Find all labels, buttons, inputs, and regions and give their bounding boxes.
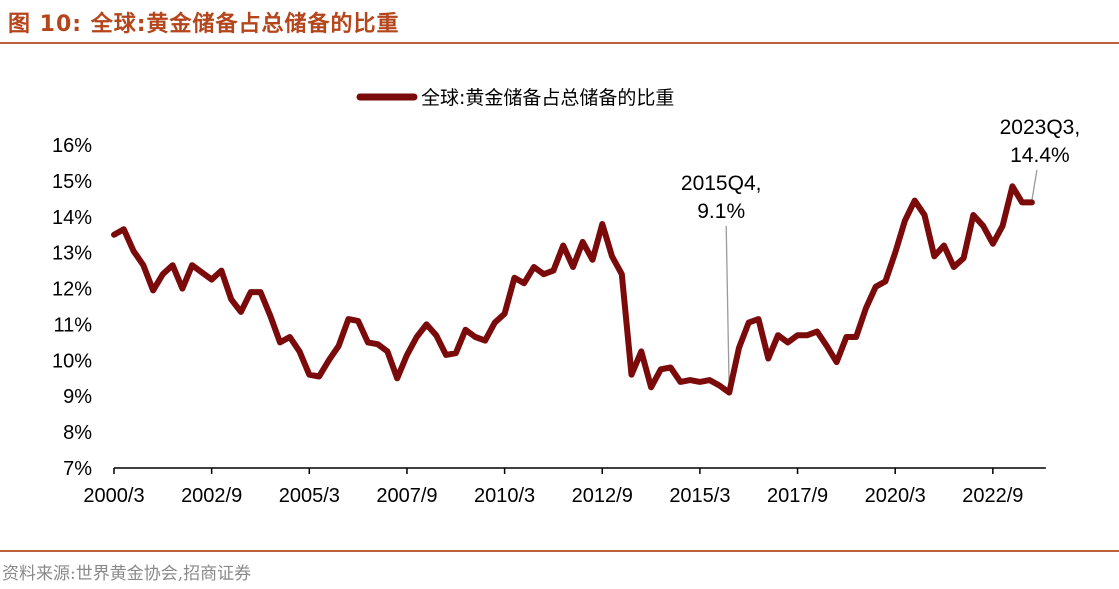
- annotation-leader-line: [1031, 169, 1038, 201]
- annotation-label: 2015Q4,: [681, 172, 762, 195]
- chart-annotations: 2015Q4, 9.1% 2023Q3, 14.4%: [681, 116, 1080, 391]
- x-tick-label: 2012/9: [572, 485, 633, 507]
- y-tick-label: 8%: [63, 422, 92, 444]
- legend-label: 全球:黄金储备占总储备的比重: [421, 87, 674, 109]
- annotation-label: 2023Q3,: [1000, 116, 1081, 139]
- y-tick-label: 14%: [52, 207, 92, 229]
- y-tick-label: 10%: [52, 350, 92, 372]
- figure-title: 图 10: 全球:黄金储备占总储备的比重: [8, 12, 400, 37]
- y-tick-label: 13%: [52, 243, 92, 265]
- y-tick-label: 15%: [52, 171, 92, 193]
- annotation-value: 9.1%: [697, 200, 745, 223]
- y-tick-label: 12%: [52, 279, 92, 301]
- y-tick-label: 7%: [63, 458, 92, 480]
- x-tick-label: 2005/3: [279, 485, 340, 507]
- x-tick-label: 2017/9: [767, 485, 828, 507]
- x-tick-label: 2020/3: [865, 485, 926, 507]
- x-tick-label: 2010/3: [474, 485, 535, 507]
- y-tick-label: 16%: [52, 135, 92, 157]
- chart-series: [111, 183, 1035, 396]
- figure-header: 图 10: 全球:黄金储备占总储备的比重: [8, 6, 400, 40]
- series-line: [111, 183, 1035, 396]
- header-divider: [0, 42, 1119, 44]
- y-tick-label: 11%: [53, 314, 92, 336]
- y-tick-label: 9%: [63, 386, 92, 408]
- footer-divider: [0, 550, 1119, 552]
- annotation-value: 14.4%: [1010, 144, 1070, 167]
- chart-legend: 全球:黄金储备占总储备的比重: [356, 87, 674, 109]
- chart-axes: 7% 8% 9% 10% 11% 12% 13% 14% 15% 16% 2000/3 2002/9 2…: [52, 135, 1046, 507]
- source-note: 资料来源:世界黄金协会,招商证券: [2, 564, 252, 584]
- x-tick-label: 2007/9: [376, 485, 437, 507]
- annotation-leader-line: [725, 225, 730, 391]
- x-tick-label: 2015/3: [669, 485, 730, 507]
- x-tick-label: 2002/9: [181, 485, 242, 507]
- x-tick-label: 2000/3: [83, 485, 144, 507]
- x-tick-label: 2022/9: [962, 485, 1023, 507]
